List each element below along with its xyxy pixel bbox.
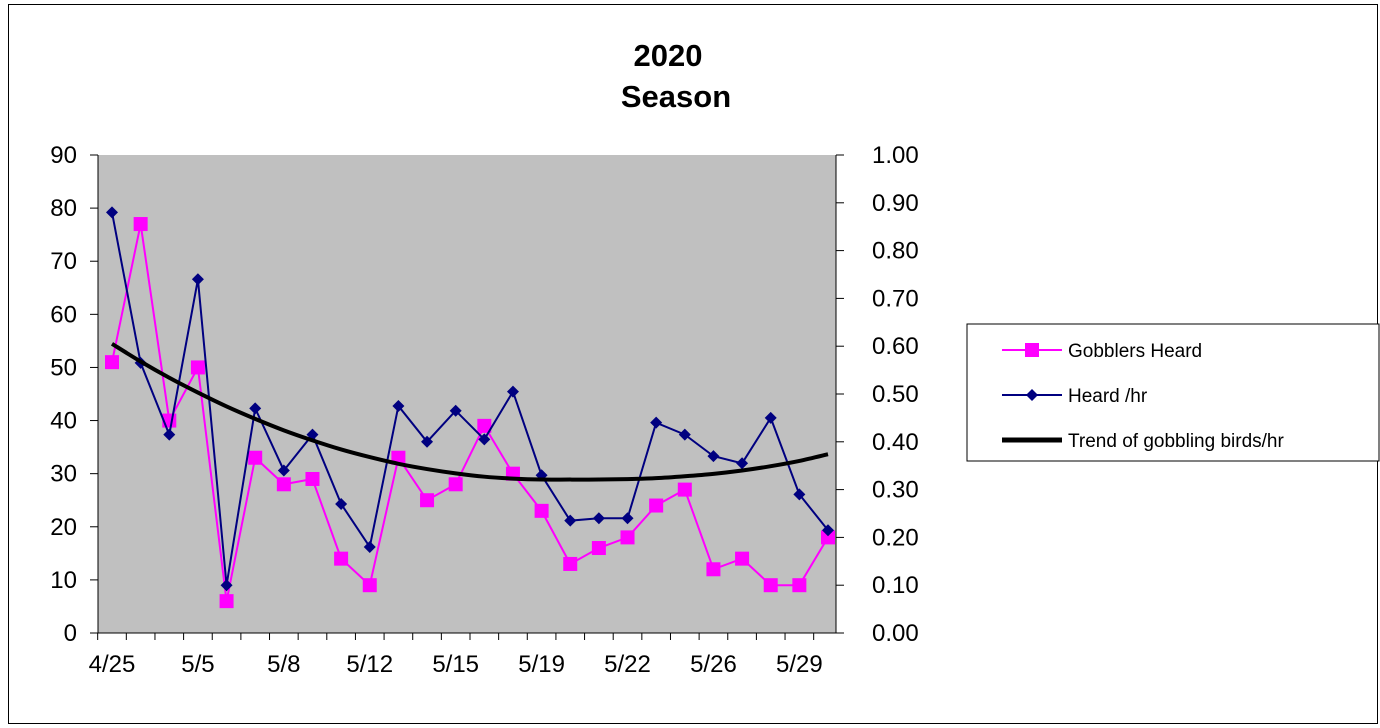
x-tick-label: 5/29: [776, 651, 823, 678]
legend: Gobblers Heard Heard /hr Trend of gobbli…: [966, 323, 1380, 462]
right-tick-label: 0.70: [872, 285, 919, 312]
right-tick-label: 0.20: [872, 524, 919, 551]
data-point-heard-hr: [764, 411, 777, 424]
data-point-gobblers-heard: [362, 578, 377, 593]
left-tick-label: 30: [50, 461, 77, 488]
data-point-heard-hr: [191, 273, 204, 286]
chart-title-line-1: 2020: [634, 38, 703, 73]
x-tick-label: 5/15: [432, 651, 479, 678]
data-point-gobblers-heard: [591, 541, 606, 556]
legend-marker-square: [1025, 343, 1039, 357]
legend-label-trend: Trend of gobbling birds/hr: [1068, 431, 1284, 452]
left-tick-label: 50: [50, 354, 77, 381]
data-point-gobblers-heard: [305, 471, 320, 486]
data-point-heard-hr: [249, 402, 262, 415]
data-point-heard-hr: [822, 524, 834, 537]
data-point-heard-hr: [707, 450, 720, 463]
left-tick-label: 70: [50, 248, 77, 275]
data-point-heard-hr: [478, 433, 491, 446]
right-tick-label: 0.40: [872, 429, 919, 456]
legend-item-heard-per-hr: Heard /hr: [1002, 386, 1148, 407]
right-tick-label: 0.60: [872, 333, 919, 360]
x-tick-label: 5/26: [690, 651, 737, 678]
data-point-gobblers-heard: [735, 551, 750, 566]
data-point-heard-hr: [277, 464, 290, 477]
data-point-heard-hr: [220, 579, 233, 592]
data-point-gobblers-heard: [706, 562, 721, 577]
data-point-gobblers-heard: [563, 556, 578, 571]
right-tick-label: 0.50: [872, 381, 919, 408]
data-point-gobblers-heard: [334, 551, 349, 566]
data-point-heard-hr: [650, 416, 663, 429]
data-point-heard-hr: [564, 514, 577, 527]
series-line-heard-hr: [111, 212, 829, 586]
data-point-gobblers-heard: [677, 482, 692, 497]
x-tick-label: 5/12: [346, 651, 393, 678]
left-tick-label: 10: [50, 567, 77, 594]
data-point-gobblers-heard: [534, 503, 549, 518]
series-line-gobblers-heard: [111, 223, 829, 602]
data-point-gobblers-heard: [763, 578, 778, 593]
data-point-gobblers-heard: [105, 355, 119, 370]
data-point-gobblers-heard: [649, 498, 664, 513]
x-tick-label: 5/8: [267, 651, 300, 678]
data-point-gobblers-heard: [276, 477, 291, 492]
data-point-heard-hr: [793, 488, 806, 501]
data-point-heard-hr: [363, 540, 376, 553]
left-tick-label: 20: [50, 514, 77, 541]
data-point-heard-hr: [592, 512, 605, 525]
data-point-heard-hr: [506, 385, 519, 398]
axes: 0 10 20 30 40 50 60 70 80 90 0.00 0.10 0.20 0.30 0.40 0…: [50, 142, 918, 678]
data-point-heard-hr: [449, 404, 462, 417]
left-tick-label: 90: [50, 142, 77, 169]
legend-label-gobblers-heard: Gobblers Heard: [1068, 341, 1202, 362]
data-point-gobblers-heard: [420, 493, 435, 508]
data-point-heard-hr: [163, 428, 176, 441]
right-tick-label: 0.10: [872, 572, 919, 599]
data-point-gobblers-heard: [190, 360, 205, 375]
legend-item-trend: Trend of gobbling birds/hr: [1002, 431, 1284, 452]
data-point-heard-hr: [736, 457, 749, 470]
series-layer: [105, 206, 835, 609]
data-point-gobblers-heard: [248, 450, 263, 465]
data-point-heard-hr: [335, 497, 348, 510]
x-tick-label: 5/22: [604, 651, 651, 678]
x-tick-label: 4/25: [89, 651, 136, 678]
data-point-gobblers-heard: [133, 217, 148, 232]
left-tick-label: 40: [50, 408, 77, 435]
x-tick-label: 5/19: [518, 651, 565, 678]
data-point-gobblers-heard: [620, 530, 635, 545]
legend-item-gobblers-heard: Gobblers Heard: [1002, 341, 1202, 362]
series-line-trend-of-gobbling-birds-hr: [110, 342, 829, 482]
data-point-gobblers-heard: [477, 418, 492, 433]
x-tick-label: 5/5: [181, 651, 214, 678]
left-tick-label: 0: [64, 620, 77, 647]
left-tick-label: 60: [50, 301, 77, 328]
data-point-gobblers-heard: [219, 594, 234, 609]
data-point-gobblers-heard: [448, 477, 463, 492]
data-point-heard-hr: [421, 435, 434, 448]
data-point-heard-hr: [621, 512, 634, 525]
legend-marker-diamond: [1026, 389, 1038, 401]
right-tick-label: 0.30: [872, 477, 919, 504]
data-point-gobblers-heard: [821, 530, 835, 545]
legend-label-heard-per-hr: Heard /hr: [1068, 386, 1148, 407]
right-tick-label: 0.80: [872, 238, 919, 265]
left-tick-label: 80: [50, 195, 77, 222]
data-point-heard-hr: [106, 206, 118, 219]
chart-title-line-2: Season: [621, 79, 731, 114]
right-tick-label: 0.90: [872, 190, 919, 217]
data-point-heard-hr: [678, 428, 691, 441]
data-point-gobblers-heard: [792, 578, 807, 593]
data-point-heard-hr: [392, 399, 405, 412]
right-tick-label: 1.00: [872, 142, 919, 169]
right-tick-label: 0.00: [872, 620, 919, 647]
